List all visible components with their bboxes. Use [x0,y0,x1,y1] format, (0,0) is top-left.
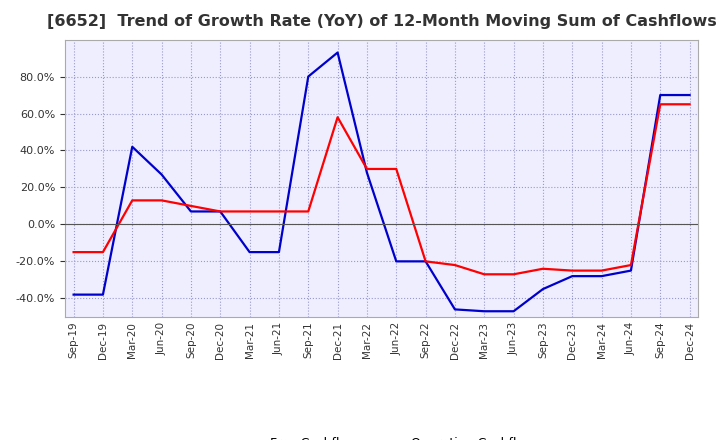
Operating Cashflow [568,268,577,273]
Operating Cashflow [509,271,518,277]
Free Cashflow [509,308,518,314]
Free Cashflow [656,92,665,98]
Operating Cashflow [539,266,547,271]
Operating Cashflow [392,166,400,172]
Free Cashflow [128,144,137,150]
Free Cashflow [274,249,283,255]
Operating Cashflow [363,166,372,172]
Free Cashflow [157,172,166,177]
Operating Cashflow [69,249,78,255]
Free Cashflow [99,292,107,297]
Free Cashflow [451,307,459,312]
Operating Cashflow [274,209,283,214]
Operating Cashflow [128,198,137,203]
Free Cashflow [69,292,78,297]
Operating Cashflow [216,209,225,214]
Title: [6652]  Trend of Growth Rate (YoY) of 12-Month Moving Sum of Cashflows: [6652] Trend of Growth Rate (YoY) of 12-… [47,14,716,29]
Free Cashflow [333,50,342,55]
Operating Cashflow [421,259,430,264]
Free Cashflow [392,259,400,264]
Free Cashflow [216,209,225,214]
Free Cashflow [568,274,577,279]
Operating Cashflow [99,249,107,255]
Free Cashflow [363,170,372,175]
Operating Cashflow [656,102,665,107]
Free Cashflow [304,74,312,79]
Operating Cashflow [157,198,166,203]
Operating Cashflow [246,209,254,214]
Free Cashflow [598,274,606,279]
Line: Operating Cashflow: Operating Cashflow [73,104,690,274]
Operating Cashflow [451,262,459,268]
Free Cashflow [480,308,489,314]
Free Cashflow [626,268,635,273]
Operating Cashflow [333,114,342,120]
Operating Cashflow [598,268,606,273]
Operating Cashflow [685,102,694,107]
Operating Cashflow [186,203,195,209]
Free Cashflow [539,286,547,292]
Legend: Free Cashflow, Operating Cashflow: Free Cashflow, Operating Cashflow [224,432,539,440]
Operating Cashflow [480,271,489,277]
Line: Free Cashflow: Free Cashflow [73,52,690,311]
Operating Cashflow [304,209,312,214]
Free Cashflow [246,249,254,255]
Free Cashflow [685,92,694,98]
Free Cashflow [421,259,430,264]
Free Cashflow [186,209,195,214]
Operating Cashflow [626,262,635,268]
